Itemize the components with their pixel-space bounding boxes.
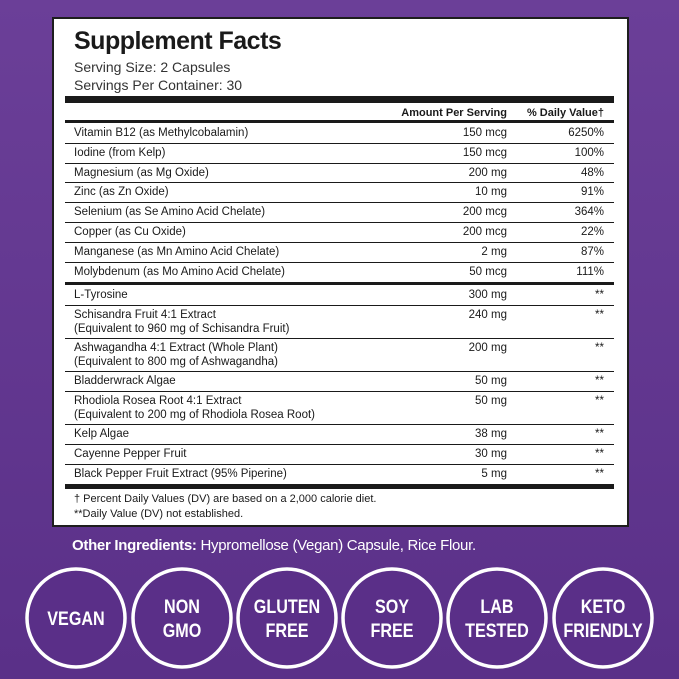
- amount: 200 mcg: [462, 206, 507, 219]
- badge-text: SOY: [375, 596, 409, 618]
- daily-value: **: [595, 428, 604, 440]
- facts-panel: Supplement Facts Serving Size: 2 Capsule…: [52, 17, 629, 527]
- daily-value: 364%: [574, 206, 604, 219]
- badge-circle: [131, 567, 233, 669]
- amount: 50 mg: [475, 395, 507, 407]
- row-rule: [65, 338, 614, 340]
- ingredient: L-Tyrosine: [74, 289, 128, 302]
- badge-circle: [446, 567, 548, 669]
- amount: 38 mg: [475, 428, 507, 440]
- row-rule: [65, 424, 614, 425]
- title: Supplement Facts: [74, 27, 282, 55]
- row-rule: [65, 463, 614, 465]
- row-rule: [65, 222, 614, 223]
- daily-value: **: [595, 395, 604, 407]
- ingredient: Ashwagandha 4:1 Extract (Whole Plant): [74, 342, 278, 355]
- servings: Servings Per Container: 30: [74, 77, 243, 93]
- daily-value: 91%: [580, 186, 604, 199]
- daily-value: 6250%: [568, 127, 604, 139]
- daily-value: **: [595, 447, 604, 460]
- amount: 200 mg: [468, 342, 507, 355]
- row-rule: [65, 305, 614, 307]
- ingredient: Rhodiola Rosea Root 4:1 Extract: [74, 395, 242, 407]
- header-dv: % Daily Value†: [526, 107, 604, 119]
- badge-circle: [236, 567, 338, 669]
- oi-text: Hypromellose (Vegan) Capsule, Rice Flour…: [200, 537, 477, 554]
- daily-value: 22%: [580, 226, 604, 238]
- daily-value: 111%: [576, 265, 604, 278]
- ingredient: Molybdenum (as Mo Amino Acid Chelate): [74, 265, 285, 278]
- badge-text: FREE: [370, 620, 413, 642]
- daily-value: 87%: [580, 245, 604, 258]
- daily-value: **: [595, 309, 604, 322]
- daily-value: 100%: [574, 146, 604, 159]
- badge-circle: [552, 567, 654, 669]
- badges: VEGANNONGMOGLUTENFREESOYFREELABTESTEDKET…: [25, 567, 654, 669]
- ingredient: Magnesium (as Mg Oxide): [74, 166, 209, 179]
- amount: 50 mg: [475, 375, 507, 388]
- amount: 200 mg: [468, 166, 507, 179]
- amount: 2 mg: [481, 245, 507, 258]
- row-rule: [65, 391, 614, 392]
- rule: [65, 282, 614, 286]
- badge-text: NON: [164, 596, 200, 618]
- rule: [65, 96, 614, 103]
- rule: [65, 484, 614, 490]
- ingredient: Schisandra Fruit 4:1 Extract: [74, 309, 216, 322]
- badge-text: KETO: [581, 596, 626, 618]
- ingredient: Bladderwrack Algae: [74, 375, 176, 388]
- amount: 240 mg: [468, 309, 507, 322]
- row-rule: [65, 202, 614, 204]
- ingredient: Zinc (as Zn Oxide): [74, 186, 169, 199]
- footnote: † Percent Daily Values (DV) are based on…: [74, 493, 377, 506]
- ingredient: Cayenne Pepper Fruit: [74, 447, 187, 460]
- row-rule: [65, 162, 614, 164]
- row-rule: [65, 261, 614, 263]
- daily-value: 48%: [580, 166, 604, 179]
- ingredient: Black Pepper Fruit Extract (95% Piperine…: [74, 467, 287, 480]
- row-rule: [65, 142, 614, 144]
- footnote: **Daily Value (DV) not established.: [74, 508, 244, 521]
- other-ingredients: Other Ingredients: Hypromellose (Vegan) …: [72, 537, 476, 554]
- serving-size: Serving Size: 2 Capsules: [74, 59, 231, 75]
- badge-text: TESTED: [465, 620, 529, 642]
- row-rule: [65, 371, 614, 373]
- amount: 5 mg: [481, 467, 507, 480]
- daily-value: **: [595, 467, 604, 480]
- row-rule: [65, 241, 614, 243]
- ingredient: Manganese (as Mn Amino Acid Chelate): [74, 245, 280, 258]
- badge-text: GMO: [163, 620, 202, 642]
- ingredient-note: (Equivalent to 800 mg of Ashwagandha): [74, 356, 278, 369]
- badge-text: FREE: [265, 620, 308, 642]
- ingredient-note: (Equivalent to 960 mg of Schisandra Frui…: [74, 323, 290, 336]
- ingredient: Iodine (from Kelp): [74, 146, 166, 159]
- daily-value: **: [595, 375, 604, 388]
- row-rule: [65, 443, 614, 445]
- amount: 50 mcg: [469, 265, 507, 278]
- ingredient-note: (Equivalent to 200 mg of Rhodiola Rosea …: [74, 409, 316, 421]
- ingredient: Kelp Algae: [74, 428, 129, 440]
- amount: 300 mg: [468, 289, 507, 302]
- badge-text: FRIENDLY: [563, 620, 642, 642]
- daily-value: **: [595, 342, 604, 355]
- ingredient: Copper (as Cu Oxide): [74, 226, 186, 238]
- badge-text: GLUTEN: [254, 596, 320, 618]
- amount: 150 mcg: [462, 127, 507, 139]
- header-amount: Amount Per Serving: [401, 107, 507, 119]
- row-rule: [65, 182, 614, 184]
- badge-circle: [25, 567, 127, 669]
- badge-circle: [341, 567, 443, 669]
- amount: 200 mcg: [462, 226, 507, 238]
- daily-value: **: [595, 289, 604, 302]
- ingredient: Selenium (as Se Amino Acid Chelate): [74, 206, 266, 219]
- ingredient: Vitamin B12 (as Methylcobalamin): [74, 127, 249, 139]
- rule: [65, 120, 614, 123]
- amount: 150 mcg: [462, 146, 507, 159]
- badge-text: VEGAN: [47, 608, 104, 630]
- badge-text: LAB: [480, 596, 513, 618]
- amount: 10 mg: [475, 186, 507, 199]
- amount: 30 mg: [475, 447, 507, 460]
- oi-label: Other Ingredients:: [72, 537, 197, 554]
